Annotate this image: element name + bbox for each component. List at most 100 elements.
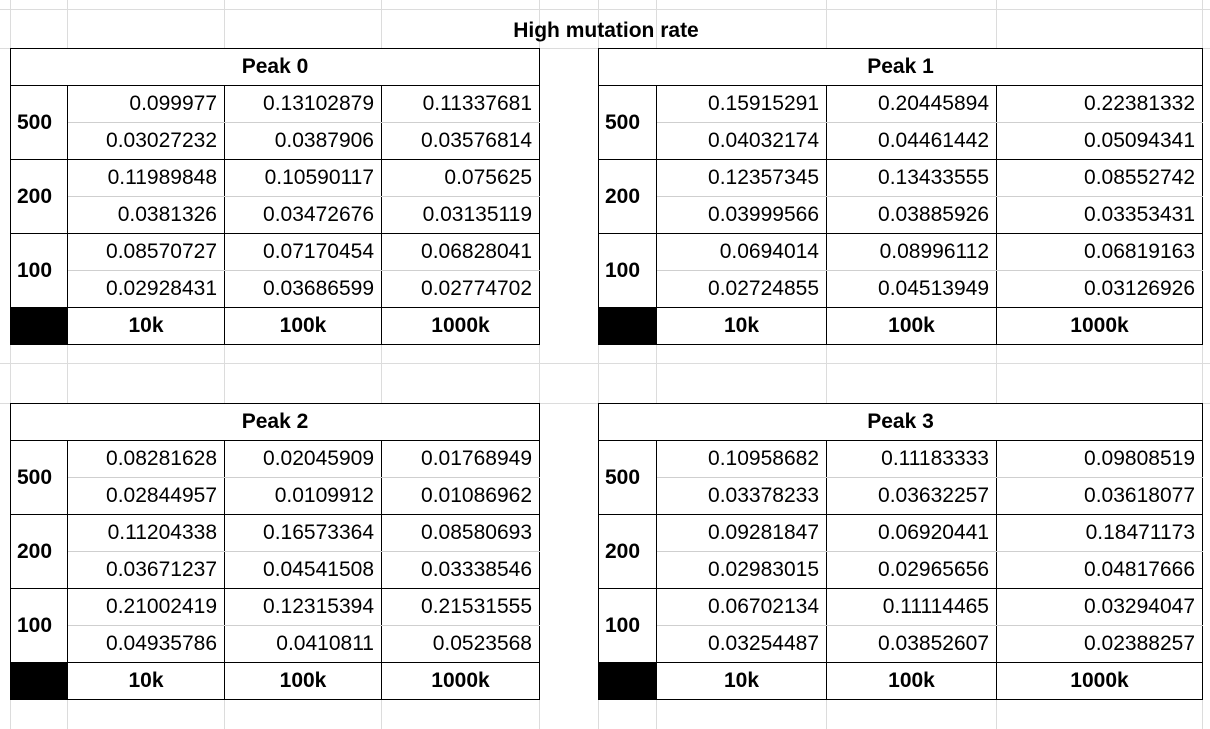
- value-cell: 0.03353431: [996, 196, 1203, 234]
- value-cell: 0.03027232: [67, 122, 225, 160]
- row-label: 500: [10, 85, 68, 160]
- gridline: [0, 363, 1210, 364]
- value-cell: 0.03135119: [381, 196, 540, 234]
- gridline: [10, 0, 11, 729]
- value-cell: 0.11989848: [67, 159, 225, 197]
- value-cell: 0.03686599: [224, 270, 382, 308]
- column-label: 1000k: [381, 662, 540, 700]
- value-cell: 0.03852607: [826, 625, 997, 663]
- value-cell: 0.13102879: [224, 85, 382, 123]
- value-cell: 0.03632257: [826, 477, 997, 515]
- value-cell: 0.03999566: [656, 196, 827, 234]
- column-label: 10k: [656, 662, 827, 700]
- gridline: [598, 0, 599, 729]
- value-cell: 0.02965656: [826, 551, 997, 589]
- value-cell: 0.05094341: [996, 122, 1203, 160]
- value-cell: 0.03126926: [996, 270, 1203, 308]
- value-cell: 0.08552742: [996, 159, 1203, 197]
- value-cell: 0.20445894: [826, 85, 997, 123]
- value-cell: 0.0410811: [224, 625, 382, 663]
- value-cell: 0.04513949: [826, 270, 997, 308]
- value-cell: 0.11114465: [826, 588, 997, 626]
- table-title: Peak 2: [10, 403, 540, 441]
- value-cell: 0.08570727: [67, 233, 225, 271]
- value-cell: 0.18471173: [996, 514, 1203, 552]
- value-cell: 0.02388257: [996, 625, 1203, 663]
- column-label: 1000k: [996, 307, 1203, 345]
- value-cell: 0.04032174: [656, 122, 827, 160]
- corner-cell: [10, 662, 68, 700]
- gridline: [656, 0, 657, 729]
- value-cell: 0.11337681: [381, 85, 540, 123]
- peak-table: Peak 1 500 0.15915291 0.20445894 0.22381332 0…: [598, 48, 1203, 345]
- value-cell: 0.10590117: [224, 159, 382, 197]
- column-label: 10k: [656, 307, 827, 345]
- corner-cell: [10, 307, 68, 345]
- value-cell: 0.06702134: [656, 588, 827, 626]
- value-cell: 0.03294047: [996, 588, 1203, 626]
- value-cell: 0.02724855: [656, 270, 827, 308]
- value-cell: 0.11183333: [826, 440, 997, 478]
- table-title: Peak 0: [10, 48, 540, 86]
- value-cell: 0.03338546: [381, 551, 540, 589]
- gridline: [0, 9, 1210, 10]
- sheet-title: High mutation rate: [513, 19, 699, 42]
- value-cell: 0.13433555: [826, 159, 997, 197]
- row-label: 100: [598, 588, 657, 663]
- value-cell: 0.21002419: [67, 588, 225, 626]
- row-label: 200: [598, 514, 657, 589]
- value-cell: 0.06828041: [381, 233, 540, 271]
- value-cell: 0.04541508: [224, 551, 382, 589]
- value-cell: 0.04817666: [996, 551, 1203, 589]
- value-cell: 0.0109912: [224, 477, 382, 515]
- value-cell: 0.0694014: [656, 233, 827, 271]
- table-title: Peak 1: [598, 48, 1203, 86]
- value-cell: 0.075625: [381, 159, 540, 197]
- row-label: 200: [10, 514, 68, 589]
- column-label: 10k: [67, 662, 225, 700]
- value-cell: 0.21531555: [381, 588, 540, 626]
- value-cell: 0.06920441: [826, 514, 997, 552]
- column-label: 100k: [826, 307, 997, 345]
- value-cell: 0.02983015: [656, 551, 827, 589]
- value-cell: 0.04461442: [826, 122, 997, 160]
- gridline: [826, 0, 827, 729]
- value-cell: 0.22381332: [996, 85, 1203, 123]
- column-label: 100k: [224, 307, 382, 345]
- row-label: 100: [598, 233, 657, 308]
- column-label: 100k: [826, 662, 997, 700]
- value-cell: 0.03671237: [67, 551, 225, 589]
- value-cell: 0.06819163: [996, 233, 1203, 271]
- value-cell: 0.07170454: [224, 233, 382, 271]
- value-cell: 0.03576814: [381, 122, 540, 160]
- value-cell: 0.16573364: [224, 514, 382, 552]
- value-cell: 0.09808519: [996, 440, 1203, 478]
- column-label: 10k: [67, 307, 225, 345]
- gridline: [67, 0, 68, 729]
- corner-cell: [598, 307, 657, 345]
- value-cell: 0.04935786: [67, 625, 225, 663]
- value-cell: 0.03378233: [656, 477, 827, 515]
- value-cell: 0.02928431: [67, 270, 225, 308]
- value-cell: 0.15915291: [656, 85, 827, 123]
- value-cell: 0.03618077: [996, 477, 1203, 515]
- value-cell: 0.09281847: [656, 514, 827, 552]
- row-label: 100: [10, 233, 68, 308]
- value-cell: 0.01086962: [381, 477, 540, 515]
- value-cell: 0.02045909: [224, 440, 382, 478]
- value-cell: 0.02774702: [381, 270, 540, 308]
- column-label: 100k: [224, 662, 382, 700]
- corner-cell: [598, 662, 657, 700]
- row-label: 200: [598, 159, 657, 234]
- value-cell: 0.12315394: [224, 588, 382, 626]
- table-title: Peak 3: [598, 403, 1203, 441]
- gridline: [1202, 0, 1203, 729]
- value-cell: 0.099977: [67, 85, 225, 123]
- column-label: 1000k: [996, 662, 1203, 700]
- row-label: 500: [598, 440, 657, 515]
- gridline: [224, 0, 225, 729]
- value-cell: 0.12357345: [656, 159, 827, 197]
- value-cell: 0.02844957: [67, 477, 225, 515]
- gridline: [996, 0, 997, 729]
- value-cell: 0.01768949: [381, 440, 540, 478]
